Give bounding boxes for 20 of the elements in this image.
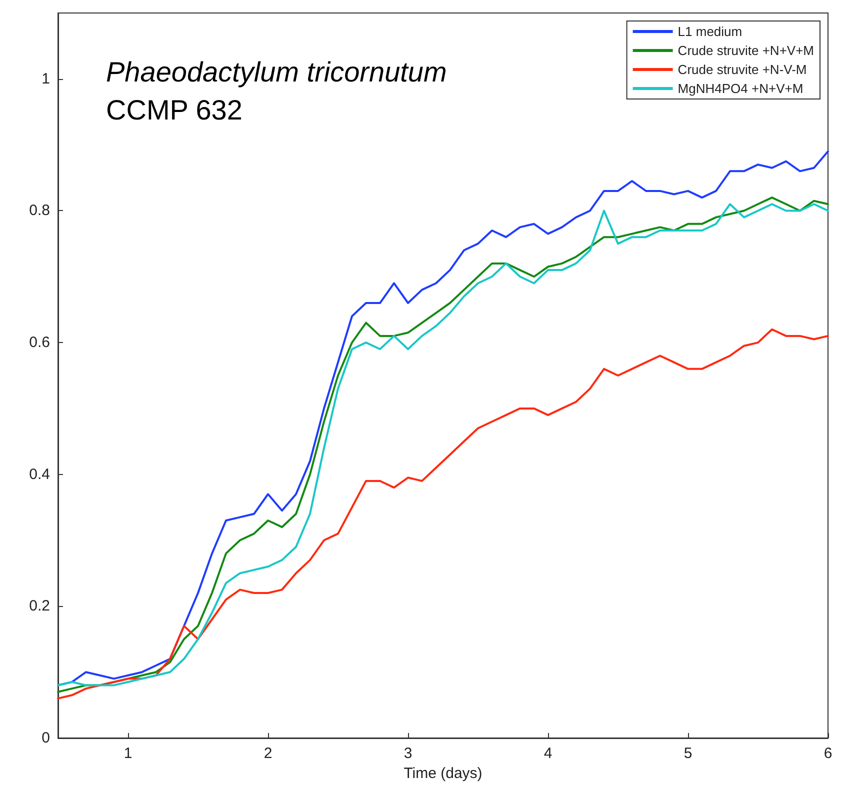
y-tick-label: 0.4 <box>29 466 50 483</box>
y-tick-label: 1 <box>42 70 50 88</box>
x-tick-label: 2 <box>264 745 272 762</box>
y-tick-label: 0.8 <box>29 202 50 220</box>
y-tick-label: 0.2 <box>29 598 50 615</box>
x-tick-label: 5 <box>684 745 692 762</box>
y-tick-label: 0.6 <box>29 334 50 352</box>
x-tick-label: 6 <box>824 745 832 762</box>
legend-label: Crude struvite +N+V+M <box>678 43 814 58</box>
x-tick-label: 3 <box>404 745 412 762</box>
legend-label: L1 medium <box>678 24 742 39</box>
y-tick-label: 0 <box>42 730 50 746</box>
x-axis-title: Time (days) <box>404 765 482 782</box>
legend-label: MgNH4PO4 +N+V+M <box>678 81 804 96</box>
annotation: CCMP 632 <box>106 94 242 126</box>
annotation: Phaeodactylum tricornutum <box>106 56 447 88</box>
x-tick-label: 4 <box>544 745 552 762</box>
x-tick-label: 1 <box>124 745 132 762</box>
line-series <box>57 328 829 700</box>
legend-label: Crude struvite +N-V-M <box>678 62 807 77</box>
